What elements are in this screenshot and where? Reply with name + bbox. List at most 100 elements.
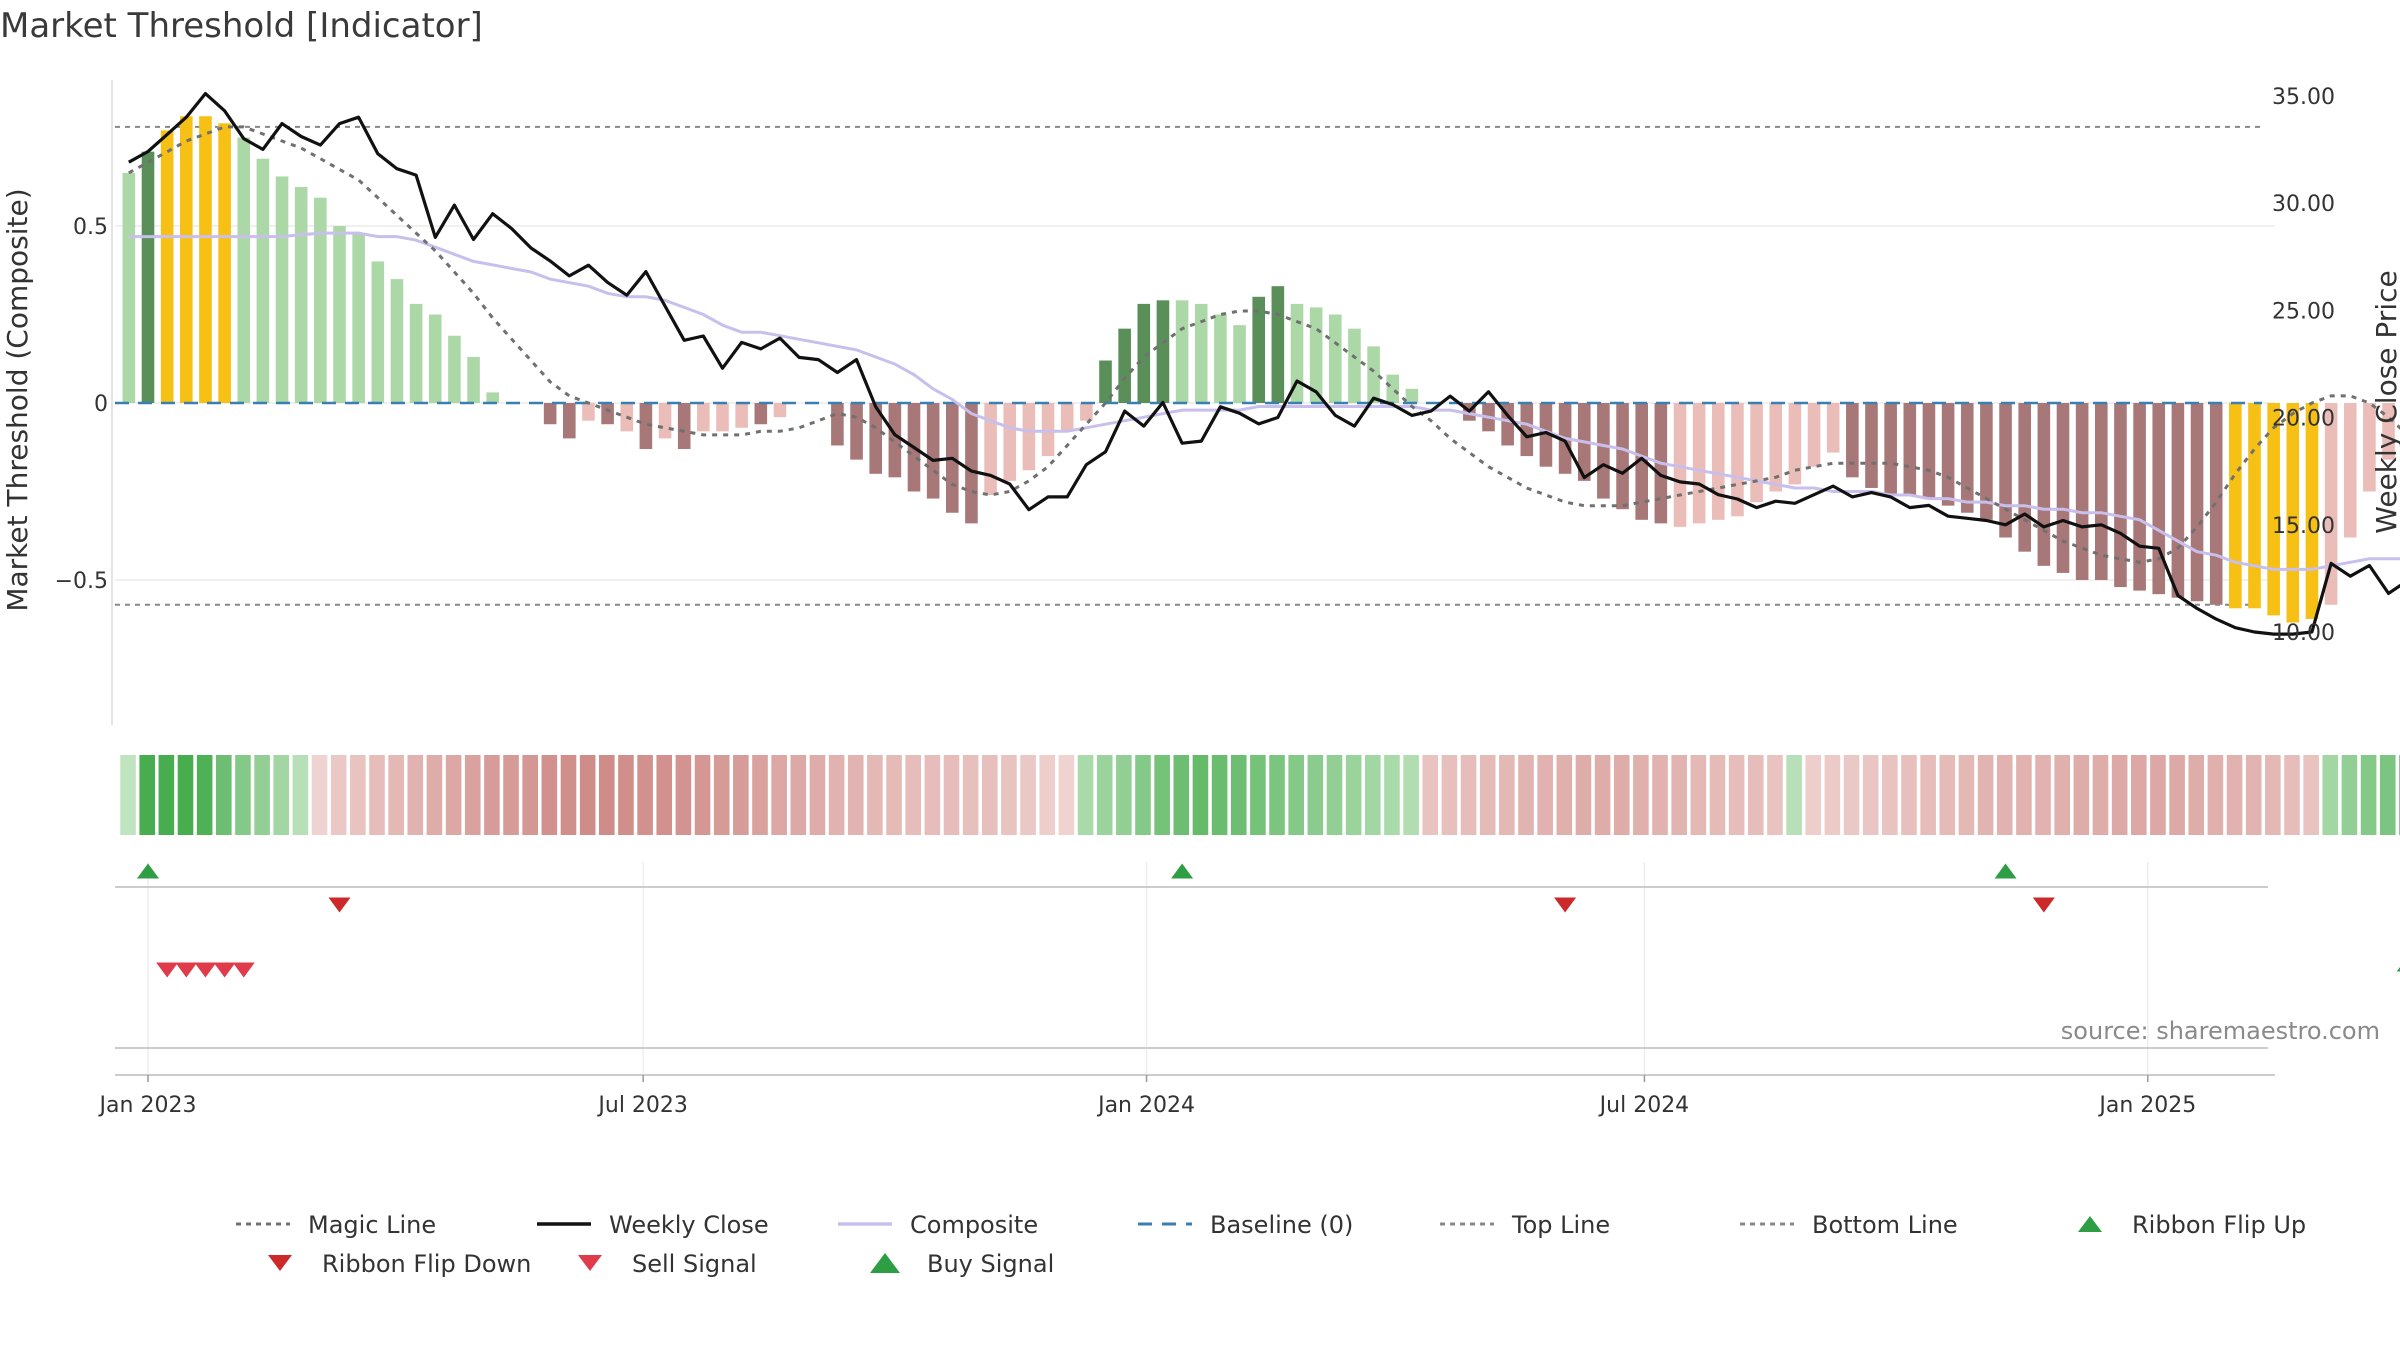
chart-title: Market Threshold [Indicator] (0, 6, 483, 46)
composite-bar (1750, 403, 1763, 503)
composite-bar (448, 335, 461, 403)
composite-bar (141, 151, 155, 403)
ribbon-cell (828, 755, 845, 835)
legend: Magic Line Weekly Close Composite Baseline … (236, 1211, 2306, 1278)
ribbon-cell (1058, 755, 1075, 835)
composite-bar (199, 116, 212, 403)
sell-signal-marker (175, 962, 198, 978)
legend-item: Magic Line (236, 1211, 436, 1239)
ribbon-cell (120, 755, 136, 835)
composite-bar (984, 403, 997, 496)
ribbon-flip-up-marker (1994, 863, 2017, 879)
ribbon-cell (1824, 755, 1841, 835)
composite-bar (428, 314, 442, 403)
composite-bar (1137, 303, 1151, 403)
legend-label: Top Line (1511, 1211, 1610, 1239)
ribbon-cell (618, 755, 634, 835)
ribbon-cell (292, 755, 309, 835)
grid-lines (111, 80, 2275, 1076)
composite-bar (926, 403, 940, 499)
composite-bar (601, 403, 614, 425)
ribbon-cell (2169, 755, 2185, 835)
composite-bar (2152, 403, 2166, 595)
ribbon-cell (350, 755, 366, 835)
composite-bar (1290, 303, 1304, 403)
ribbon-cell (1422, 755, 1439, 835)
ribbon-cell (1460, 755, 1477, 835)
ribbon-cell (1039, 755, 1056, 835)
ribbon-cell (867, 755, 883, 835)
ribbon-cell (2245, 755, 2262, 835)
legend-item: Top Line (1440, 1211, 1610, 1239)
ribbon-cell (1977, 755, 1994, 835)
ribbon-cell (2303, 755, 2319, 835)
x-tick-label: Jan 2024 (1096, 1093, 1195, 1118)
composite-bar (160, 130, 174, 404)
ribbon-cell (311, 755, 328, 835)
legend-item: Ribbon Flip Up (2078, 1211, 2306, 1239)
legend-label: Buy Signal (927, 1250, 1054, 1278)
ribbon-cell (1767, 755, 1783, 835)
ribbon-cell (1518, 755, 1534, 835)
ribbon-cell (1709, 755, 1726, 835)
legend-label: Ribbon Flip Up (2132, 1211, 2306, 1239)
ribbon-cell (2131, 755, 2147, 835)
composite-bar (888, 403, 902, 478)
composite-bar (2075, 403, 2089, 580)
composite-bar (1769, 403, 1783, 492)
ribbon-cell (943, 755, 960, 835)
composite-bar (1826, 403, 1840, 453)
ribbon-flip-up-marker (137, 863, 159, 879)
legend-item: Weekly Close (537, 1211, 769, 1239)
ribbon-cell (2092, 755, 2109, 835)
right-tick-label: 10.00 (2272, 621, 2335, 646)
composite-bar (1960, 403, 1974, 513)
composite-bar (1980, 403, 1993, 520)
right-tick-label: 35.00 (2272, 85, 2335, 110)
ribbon-cell (1001, 755, 1017, 835)
composite-bar (1041, 403, 1055, 457)
ribbon-cell (962, 755, 979, 835)
ribbon-cell (407, 755, 424, 835)
x-tick-label: Jan 2023 (98, 1093, 197, 1118)
left-tick-label: −0.5 (55, 569, 108, 594)
composite-bar (2286, 403, 2300, 623)
ribbon-cell (886, 755, 902, 835)
ribbon-cell (196, 755, 213, 835)
legend-label: Composite (910, 1211, 1038, 1239)
composite-bar (218, 123, 231, 403)
legend-swatch-triangle (578, 1255, 602, 1271)
ribbon-cell (790, 755, 807, 835)
composite-bar (2056, 403, 2070, 573)
left-tick-label: 0 (94, 392, 108, 417)
composite-bar (1846, 403, 1859, 478)
composite-bar (1616, 403, 1629, 510)
ribbon-cell (1135, 755, 1151, 835)
sell-signal-marker (156, 962, 179, 978)
composite-bar (1788, 403, 1802, 485)
left-axis-label: Market Threshold (Composite) (1, 188, 34, 611)
ribbon-cell (1594, 755, 1611, 835)
ribbon-cell (1173, 755, 1190, 835)
series-lines (115, 92, 2400, 636)
ribbon-cell (2054, 755, 2070, 835)
ribbon-cell (2150, 755, 2166, 835)
composite-bar (1118, 328, 1131, 403)
ribbon-flip-down-marker (2032, 897, 2055, 913)
x-tick-label: Jul 2024 (1598, 1093, 1690, 1118)
ribbon-cell (1154, 755, 1170, 835)
ribbon-cell (1020, 755, 1036, 835)
composite-bar (1367, 346, 1380, 403)
composite-bar (2363, 403, 2376, 492)
composite-bar (352, 233, 365, 403)
ribbon-cell (1786, 755, 1802, 835)
composite-bar (2037, 403, 2051, 566)
composite-bar (1175, 300, 1189, 403)
composite-bar (1884, 403, 1897, 496)
composite-bar (1712, 403, 1725, 520)
magic-line (128, 125, 2400, 564)
composite-bar (237, 137, 251, 403)
composite-bar (275, 176, 289, 403)
ribbon-cell (254, 755, 270, 835)
ribbon-cell (2322, 755, 2339, 835)
